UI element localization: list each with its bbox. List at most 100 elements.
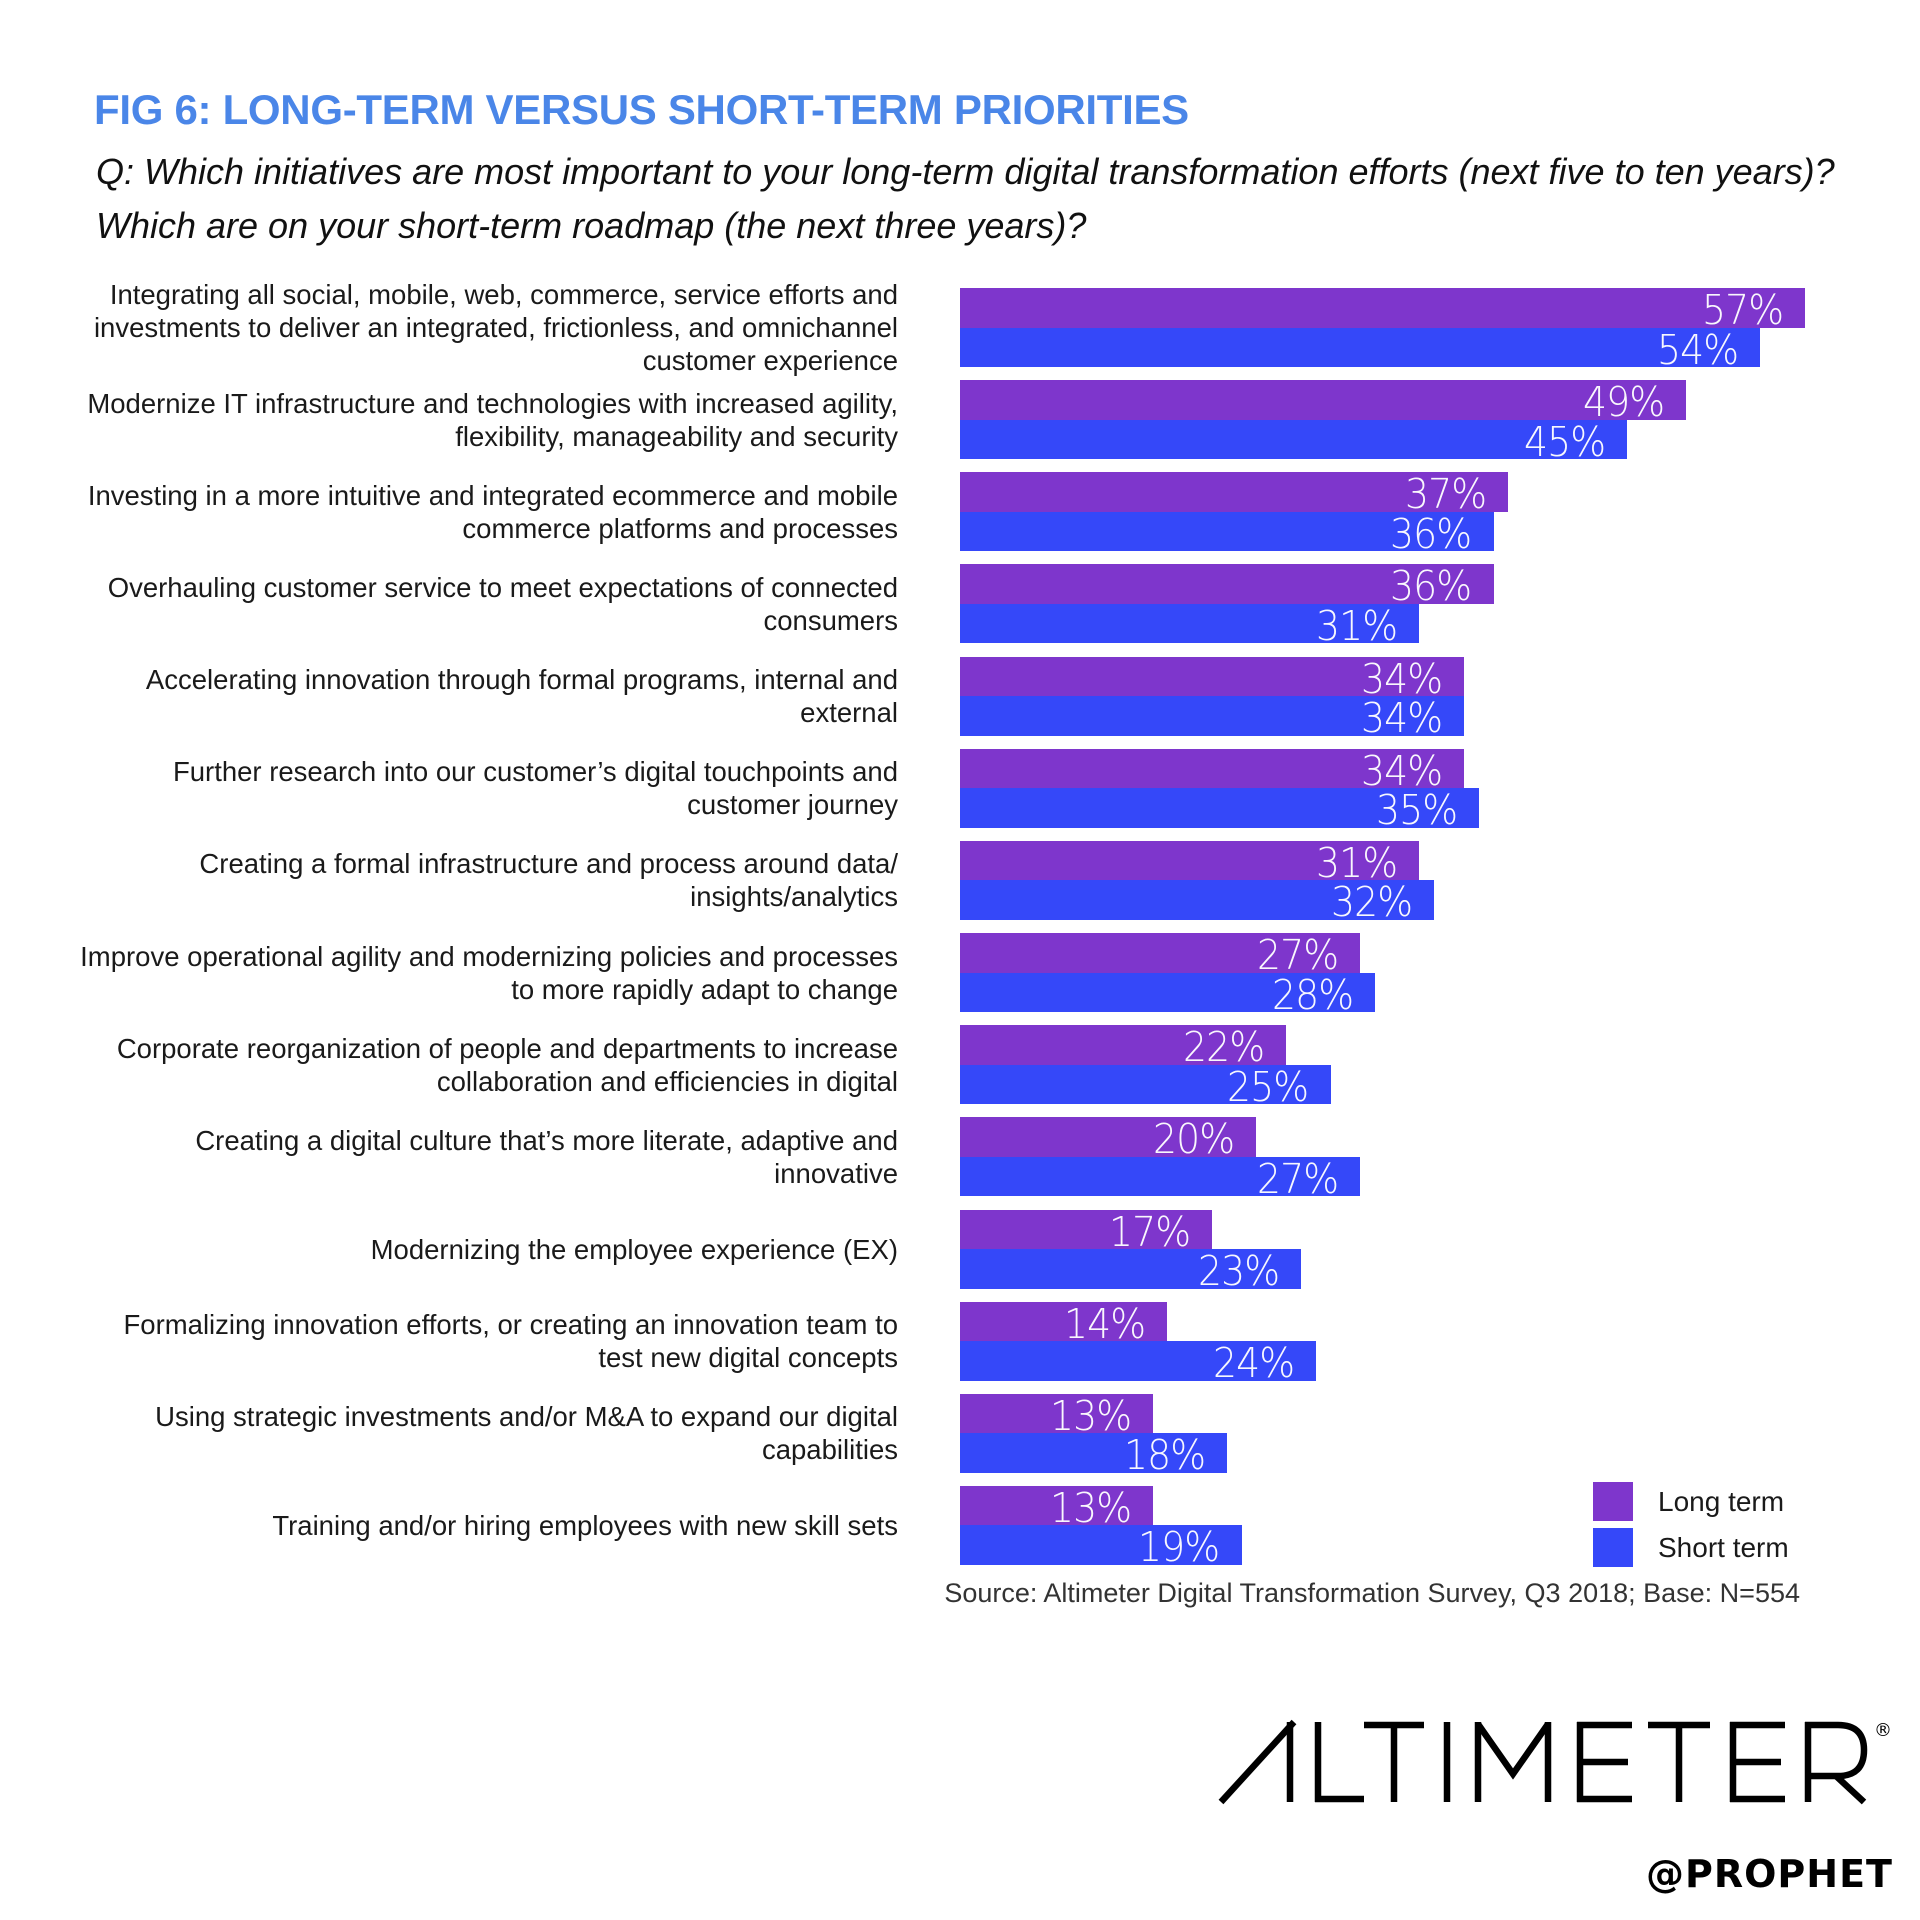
long-term-bar: 17% bbox=[960, 1207, 1212, 1256]
bar-group: Overhauling customer service to meet exp… bbox=[0, 562, 1920, 650]
value-label: 27% bbox=[1257, 1154, 1339, 1203]
category-label-text: Modernize IT infrastructure and technolo… bbox=[87, 387, 898, 452]
short-term-swatch bbox=[1593, 1528, 1633, 1567]
legend-label-short-term: Short term bbox=[1658, 1532, 1789, 1563]
short-term-bar: 25% bbox=[960, 1062, 1331, 1111]
value-label: 18% bbox=[1123, 1431, 1206, 1480]
short-term-bar: 32% bbox=[960, 880, 1435, 923]
value-label: 13% bbox=[1049, 1483, 1132, 1532]
value-label: 20% bbox=[1153, 1115, 1235, 1164]
category-label-text: Creating a digital culture that’s more l… bbox=[195, 1124, 898, 1189]
value-label: 34% bbox=[1360, 694, 1443, 743]
long-term-bar: 31% bbox=[960, 838, 1420, 887]
source-note: Source: Altimeter Digital Transformation… bbox=[944, 1578, 1800, 1608]
long-term-swatch bbox=[1593, 1482, 1633, 1521]
category-label: Overhauling customer service to meet exp… bbox=[78, 564, 898, 643]
category-label: Training and/or hiring employees with ne… bbox=[78, 1486, 898, 1565]
category-label-text: Improve operational agility and moderniz… bbox=[80, 940, 898, 1005]
altimeter-logo: ® @PROPHET bbox=[1218, 1714, 1898, 1904]
category-label: Integrating all social, mobile, web, com… bbox=[78, 279, 898, 376]
value-label: 36% bbox=[1390, 509, 1472, 558]
short-term-bar: 28% bbox=[960, 970, 1375, 1019]
value-label: 34% bbox=[1360, 654, 1443, 703]
category-label: Modernizing the employee experience (EX) bbox=[78, 1210, 898, 1289]
category-label: Creating a formal infrastructure and pro… bbox=[78, 841, 898, 920]
legend-item-short-term: Short term bbox=[1593, 1528, 1853, 1568]
altimeter-wordmark-icon: ® bbox=[1218, 1719, 1892, 1805]
short-term-bar: 24% bbox=[960, 1339, 1316, 1388]
value-label: 34% bbox=[1360, 746, 1443, 795]
category-label-text: Accelerating innovation through formal p… bbox=[145, 664, 898, 729]
bar-group: Accelerating innovation through formal p… bbox=[0, 654, 1920, 743]
category-label-text: Using strategic investments and/or M&A t… bbox=[155, 1401, 898, 1466]
bar-group: Improve operational agility and moderniz… bbox=[0, 931, 1920, 1019]
bar-group: Using strategic investments and/or M&A t… bbox=[0, 1393, 1920, 1480]
short-term-bar: 23% bbox=[960, 1247, 1301, 1295]
category-label: Improve operational agility and moderniz… bbox=[78, 933, 898, 1012]
value-label: 23% bbox=[1197, 1247, 1280, 1295]
short-term-bar: 19% bbox=[960, 1523, 1242, 1572]
bar-group: Creating a formal infrastructure and pro… bbox=[0, 838, 1920, 923]
category-label-text: Corporate reorganization of people and d… bbox=[116, 1032, 898, 1097]
long-term-bar: 22% bbox=[960, 1023, 1287, 1072]
value-label: 49% bbox=[1583, 378, 1665, 427]
short-term-bar: 54% bbox=[960, 325, 1761, 374]
long-term-bar: 13% bbox=[960, 1483, 1153, 1532]
category-label-text: Training and/or hiring employees with ne… bbox=[272, 1509, 898, 1541]
value-label: 22% bbox=[1182, 1023, 1265, 1072]
value-label: 17% bbox=[1108, 1207, 1191, 1256]
category-label: Modernize IT infrastructure and technolo… bbox=[78, 380, 898, 459]
value-label: 25% bbox=[1227, 1062, 1309, 1111]
short-term-bar: 18% bbox=[960, 1431, 1227, 1480]
bar-group: Further research into our customer’s dig… bbox=[0, 746, 1920, 831]
category-label-text: Overhauling customer service to meet exp… bbox=[107, 571, 898, 636]
value-label: 36% bbox=[1390, 562, 1472, 611]
value-label: 14% bbox=[1064, 1299, 1146, 1348]
value-label: 31% bbox=[1316, 838, 1398, 887]
category-label: Using strategic investments and/or M&A t… bbox=[78, 1394, 898, 1473]
long-term-bar: 34% bbox=[960, 746, 1464, 795]
value-label: 28% bbox=[1271, 970, 1354, 1019]
value-label: 37% bbox=[1405, 470, 1487, 519]
value-label: 27% bbox=[1257, 931, 1339, 980]
bar-group: Investing in a more intuitive and integr… bbox=[0, 470, 1920, 558]
value-label: 19% bbox=[1138, 1523, 1220, 1572]
bar-group: Modernize IT infrastructure and technolo… bbox=[0, 378, 1920, 462]
short-term-bar: 27% bbox=[960, 1154, 1361, 1203]
category-label: Further research into our customer’s dig… bbox=[78, 749, 898, 828]
long-term-bar: 13% bbox=[960, 1393, 1153, 1436]
value-label: 45% bbox=[1523, 417, 1606, 466]
long-term-bar: 34% bbox=[960, 654, 1464, 703]
bar-group: Training and/or hiring employees with ne… bbox=[0, 1483, 1920, 1572]
category-label: Accelerating innovation through formal p… bbox=[78, 657, 898, 736]
category-label-text: Formalizing innovation efforts, or creat… bbox=[123, 1309, 899, 1374]
long-term-bar: 36% bbox=[960, 562, 1494, 611]
category-label-text: Modernizing the employee experience (EX) bbox=[370, 1233, 898, 1265]
short-term-bar: 31% bbox=[960, 601, 1420, 650]
short-term-bar: 36% bbox=[960, 509, 1494, 558]
category-label: Formalizing innovation efforts, or creat… bbox=[78, 1302, 899, 1381]
legend-item-long-term: Long term bbox=[1593, 1482, 1853, 1522]
category-label-text: Creating a formal infrastructure and pro… bbox=[199, 848, 898, 913]
long-term-bar: 14% bbox=[960, 1299, 1168, 1348]
long-term-bar: 37% bbox=[960, 470, 1509, 519]
short-term-bar: 34% bbox=[960, 694, 1464, 743]
value-label: 24% bbox=[1212, 1339, 1295, 1388]
category-label-text: Investing in a more intuitive and integr… bbox=[87, 479, 898, 544]
category-label-text: Integrating all social, mobile, web, com… bbox=[93, 279, 898, 376]
bar-chart: Integrating all social, mobile, web, com… bbox=[0, 279, 1920, 1572]
long-term-bar: 57% bbox=[960, 288, 1805, 331]
long-term-bar: 20% bbox=[960, 1115, 1257, 1164]
registered-mark: ® bbox=[1874, 1720, 1892, 1741]
category-label: Creating a digital culture that’s more l… bbox=[78, 1117, 898, 1196]
legend-label-long-term: Long term bbox=[1658, 1486, 1785, 1517]
short-term-bar: 35% bbox=[960, 788, 1479, 831]
value-label: 54% bbox=[1657, 325, 1739, 374]
chart-title: FIG 6: LONG-TERM VERSUS SHORT-TERM PRIOR… bbox=[94, 86, 1189, 133]
category-label: Investing in a more intuitive and integr… bbox=[78, 472, 898, 551]
bar-group: Integrating all social, mobile, web, com… bbox=[0, 279, 1920, 376]
bar-group: Creating a digital culture that’s more l… bbox=[0, 1115, 1920, 1203]
bar-group: Corporate reorganization of people and d… bbox=[0, 1023, 1920, 1111]
value-label: 31% bbox=[1316, 601, 1398, 650]
category-label: Corporate reorganization of people and d… bbox=[78, 1025, 898, 1104]
